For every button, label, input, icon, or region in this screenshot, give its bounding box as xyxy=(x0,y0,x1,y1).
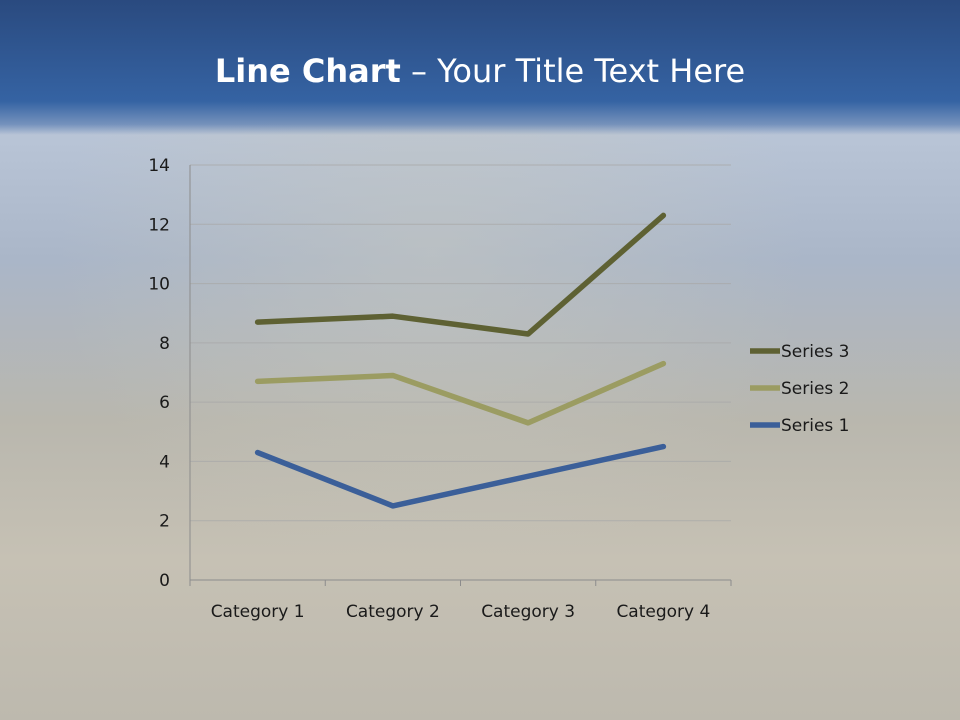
y-tick-label: 12 xyxy=(148,215,170,235)
slide-title: Line Chart – Your Title Text Here xyxy=(0,52,960,90)
legend-label: Series 1 xyxy=(781,416,850,436)
x-tick-label: Category 4 xyxy=(616,602,710,622)
legend-label: Series 3 xyxy=(781,342,850,362)
x-tick-label: Category 3 xyxy=(481,602,575,622)
y-tick-label: 6 xyxy=(159,393,170,413)
y-tick-label: 4 xyxy=(159,452,170,472)
y-tick-label: 10 xyxy=(148,275,170,295)
y-tick-label: 14 xyxy=(148,156,170,176)
title-bold: Line Chart xyxy=(214,52,401,90)
series-line-2 xyxy=(254,360,667,426)
title-banner xyxy=(0,0,960,135)
title-rest: – Your Title Text Here xyxy=(400,52,746,90)
y-tick-label: 0 xyxy=(159,571,170,591)
legend-label: Series 2 xyxy=(781,379,850,399)
x-tick-label: Category 2 xyxy=(346,602,440,622)
series-line-1 xyxy=(254,443,667,509)
y-tick-label: 2 xyxy=(159,512,170,532)
series-line-3 xyxy=(254,212,667,337)
x-tick-label: Category 1 xyxy=(211,602,305,622)
y-tick-label: 8 xyxy=(159,334,170,354)
